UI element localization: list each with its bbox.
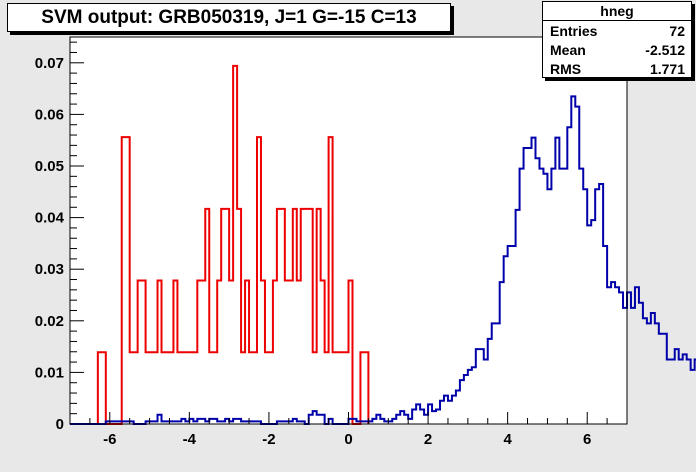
y-tick-label: 0.07 bbox=[35, 55, 64, 72]
stats-row-entries: Entries 72 bbox=[543, 22, 691, 41]
x-tick-label: -4 bbox=[183, 431, 197, 448]
y-tick-label: 0 bbox=[56, 416, 64, 433]
stats-value: -2.512 bbox=[645, 42, 685, 58]
stats-value: 72 bbox=[669, 23, 685, 39]
y-tick-label: 0.01 bbox=[35, 364, 64, 381]
y-tick-label: 0.02 bbox=[35, 313, 64, 330]
x-tick-label: 0 bbox=[344, 431, 352, 448]
stats-box: hneg Entries 72 Mean -2.512 RMS 1.771 bbox=[542, 1, 692, 78]
y-tick-label: 0.04 bbox=[35, 210, 65, 227]
stats-name: hneg bbox=[543, 2, 691, 21]
x-tick-label: 2 bbox=[424, 431, 432, 448]
histogram-series-1 bbox=[70, 95, 696, 425]
plot-background bbox=[70, 37, 627, 424]
x-tick-label: 6 bbox=[583, 431, 591, 448]
stats-row-rms: RMS 1.771 bbox=[543, 60, 691, 79]
stats-key: RMS bbox=[550, 61, 582, 77]
chart-title-box: SVM output: GRB050319, J=1 G=-15 C=13 bbox=[7, 3, 451, 32]
x-tick-label: -2 bbox=[262, 431, 275, 448]
y-tick-label: 0.05 bbox=[35, 158, 64, 175]
stats-key: Entries bbox=[550, 23, 598, 39]
stats-key: Mean bbox=[550, 42, 586, 58]
chart-title: SVM output: GRB050319, J=1 G=-15 C=13 bbox=[41, 7, 417, 28]
y-tick-label: 0.06 bbox=[35, 106, 64, 123]
stats-value: 1.771 bbox=[649, 61, 685, 77]
stats-row-mean: Mean -2.512 bbox=[543, 41, 691, 60]
x-tick-label: 4 bbox=[503, 431, 512, 448]
y-tick-label: 0.03 bbox=[35, 261, 64, 278]
x-tick-label: -6 bbox=[103, 431, 116, 448]
histogram-series-0 bbox=[96, 64, 370, 425]
